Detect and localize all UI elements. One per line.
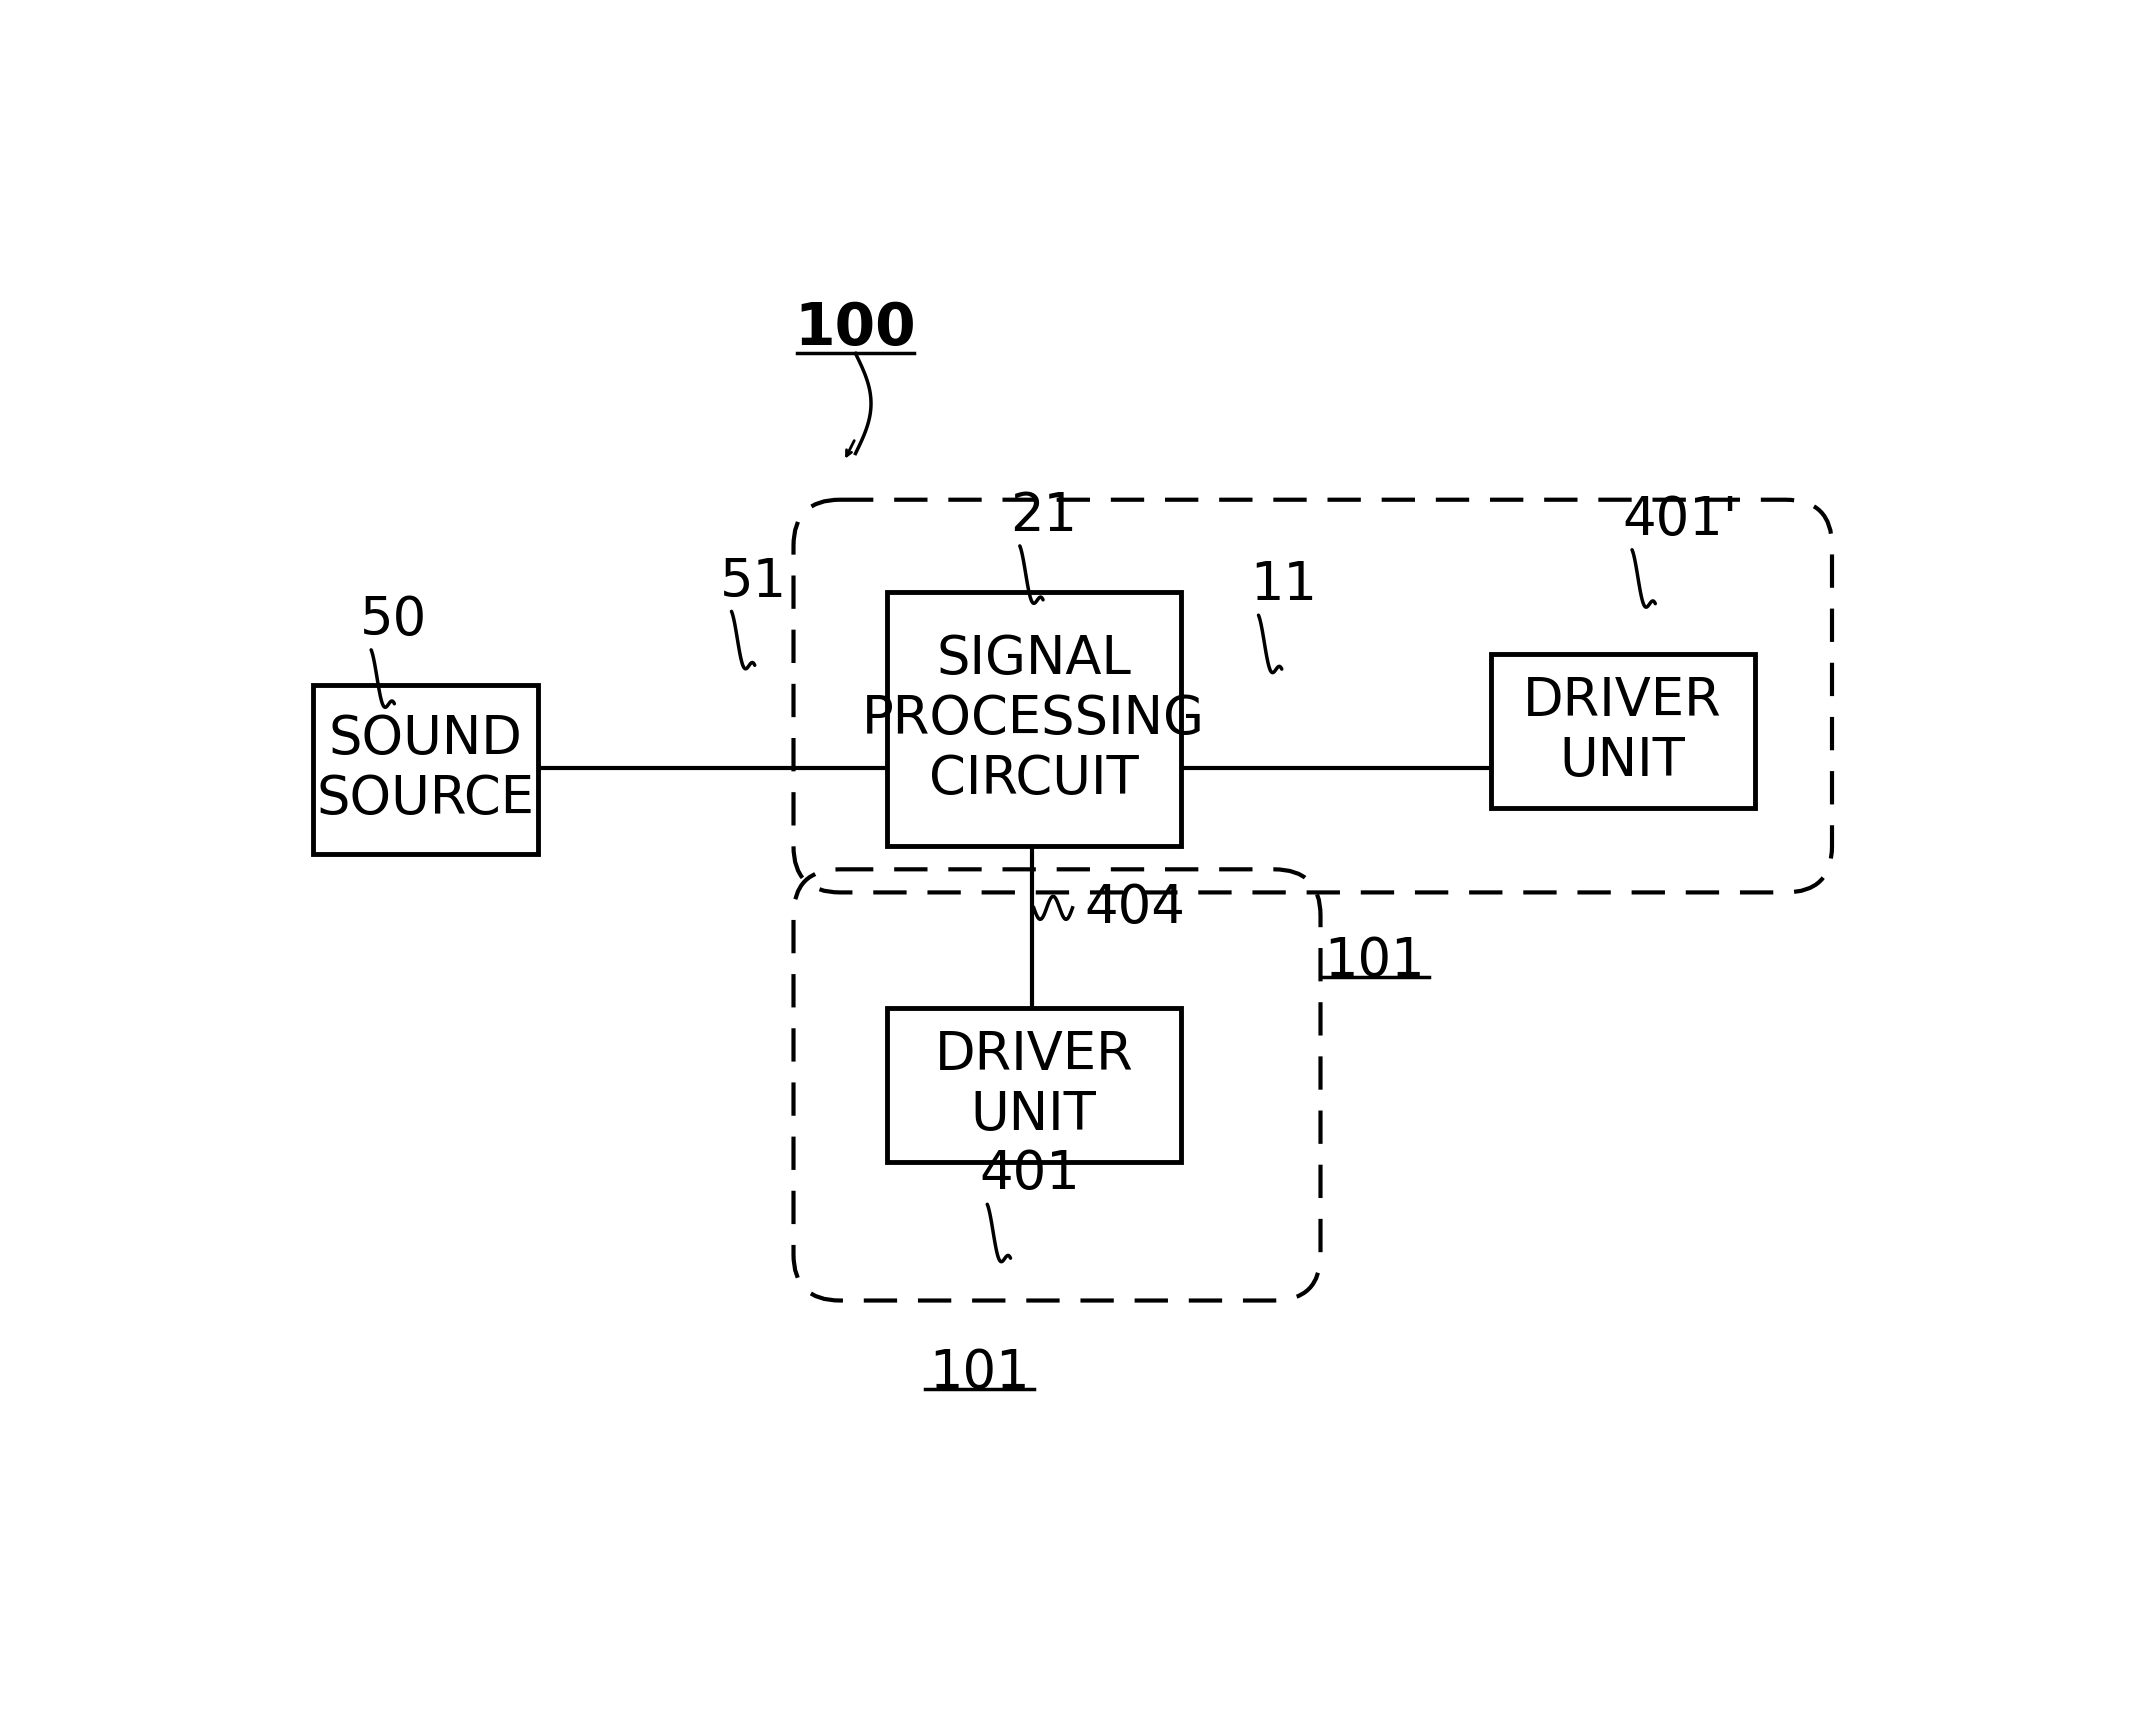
FancyBboxPatch shape <box>313 685 537 854</box>
Text: 50: 50 <box>360 594 426 646</box>
Text: 401': 401' <box>1622 494 1738 545</box>
Text: 404: 404 <box>1085 882 1185 934</box>
Text: 401: 401 <box>979 1148 1081 1200</box>
Text: 101: 101 <box>1324 935 1424 987</box>
Text: 21: 21 <box>1011 490 1077 542</box>
FancyBboxPatch shape <box>1490 654 1755 808</box>
Text: SOUND
SOURCE: SOUND SOURCE <box>316 713 535 825</box>
Text: SIGNAL
PROCESSING
CIRCUIT: SIGNAL PROCESSING CIRCUIT <box>861 633 1205 806</box>
FancyBboxPatch shape <box>887 1008 1181 1162</box>
Text: 51: 51 <box>721 556 787 608</box>
Text: 100: 100 <box>795 300 917 357</box>
FancyBboxPatch shape <box>887 592 1181 846</box>
Text: DRIVER
UNIT: DRIVER UNIT <box>934 1029 1132 1141</box>
Text: 11: 11 <box>1251 559 1318 611</box>
Text: DRIVER
UNIT: DRIVER UNIT <box>1524 675 1723 787</box>
Text: 101: 101 <box>930 1346 1030 1398</box>
